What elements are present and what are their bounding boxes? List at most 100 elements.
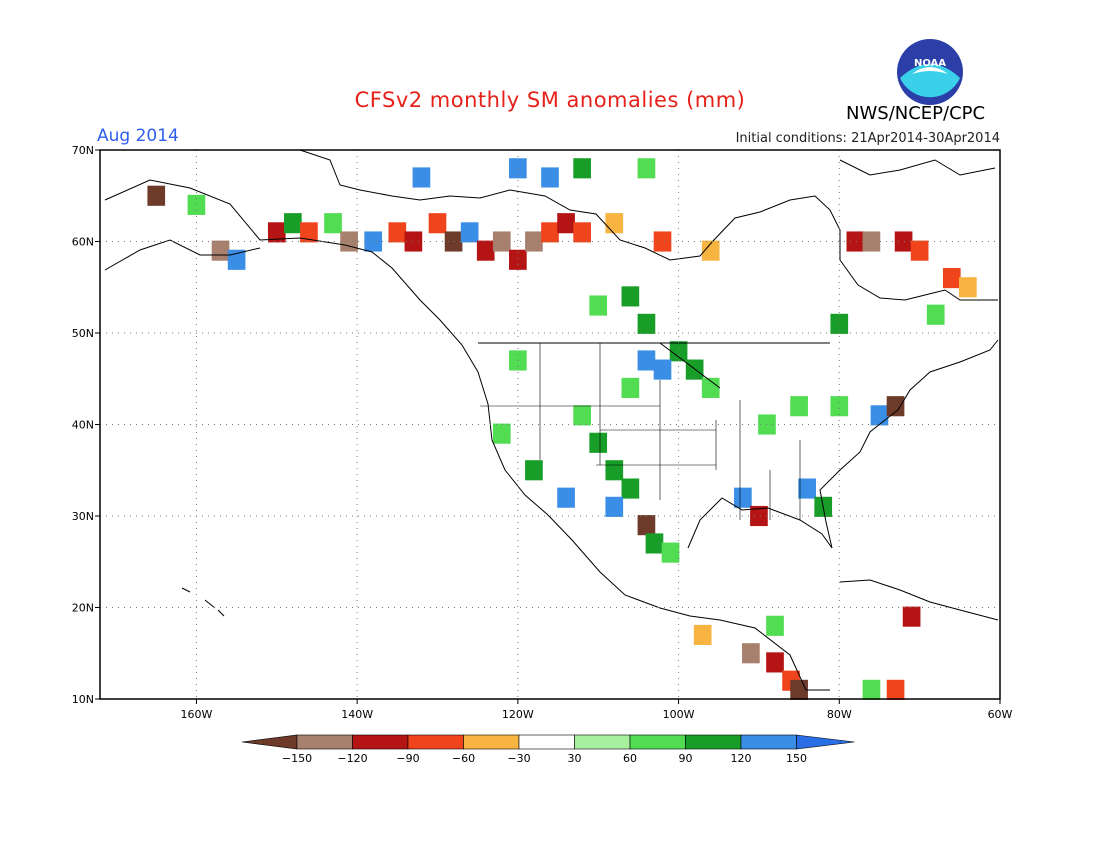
- anomaly-cell: [830, 396, 849, 417]
- anomaly-cell: [605, 496, 624, 517]
- lat-tick-label: 50N: [72, 327, 94, 340]
- anomaly-cell: [509, 249, 527, 270]
- anomaly-cell: [412, 167, 431, 188]
- anomaly-cell: [621, 377, 640, 398]
- lon-tick-label: 140W: [341, 708, 373, 721]
- anomaly-cell: [573, 405, 591, 426]
- anomaly-cell: [959, 277, 977, 298]
- anomaly-cell: [525, 460, 543, 481]
- anomaly-cell: [790, 396, 808, 417]
- anomaly-cell: [846, 231, 865, 252]
- anomaly-cell: [557, 487, 575, 508]
- lon-tick-label: 100W: [663, 708, 695, 721]
- colorbar-label: 120: [731, 752, 752, 765]
- colorbar-label: −120: [337, 752, 367, 765]
- colorbar-swatch: [352, 734, 409, 750]
- anomaly-cell: [324, 213, 342, 234]
- anomaly-cell: [862, 679, 881, 700]
- colorbar-arrow-high: [796, 734, 855, 750]
- colorbar-label: 30: [568, 752, 582, 765]
- anomaly-cell: [605, 213, 624, 234]
- logo-text: NOAA: [914, 58, 946, 69]
- north-america-outline: [104, 149, 999, 691]
- anomaly-cell: [886, 679, 905, 700]
- anomaly-cell: [942, 268, 961, 289]
- organization-label: NWS/NCEP/CPC: [846, 103, 986, 124]
- anomaly-cell: [621, 478, 640, 499]
- anomaly-cell: [340, 231, 358, 252]
- anomaly-cell: [637, 313, 656, 334]
- anomaly-cell: [573, 158, 591, 179]
- hawaii: [181, 587, 225, 617]
- noaa-logo: NOAA: [892, 38, 968, 110]
- alaska-coast: [104, 239, 261, 271]
- anomaly-cell: [444, 231, 463, 252]
- anomaly-cell: [661, 542, 680, 563]
- lon-tick-label: 60W: [988, 708, 1013, 721]
- coastlines: [104, 149, 999, 691]
- anomaly-cell: [476, 240, 495, 261]
- anomaly-cell: [460, 222, 479, 243]
- anomaly-cell: [750, 505, 768, 527]
- anomaly-cell: [541, 167, 559, 188]
- lat-tick-label: 20N: [72, 602, 94, 615]
- colorbar-label: −30: [507, 752, 530, 765]
- anomaly-cell: [227, 249, 246, 270]
- colorbar-swatch: [463, 734, 520, 750]
- anomaly-cell: [525, 231, 543, 252]
- lon-tick-label: 160W: [180, 708, 212, 721]
- colorbar-label: −60: [452, 752, 475, 765]
- anomaly-cell: [701, 240, 720, 261]
- lat-tick-label: 60N: [72, 236, 94, 249]
- anomaly-cell: [798, 478, 816, 499]
- us-border: [478, 342, 830, 389]
- anomaly-cell: [653, 359, 672, 380]
- lat-tick-label: 70N: [72, 144, 94, 157]
- colorbar: −150 −120 −90 −60 −30 30 60 90 120 150: [241, 734, 855, 765]
- anomaly-cell: [790, 679, 808, 700]
- colorbar-swatch: [574, 734, 631, 750]
- anomaly-cell: [645, 533, 664, 554]
- anomaly-cell: [541, 222, 559, 243]
- colorbar-swatch: [629, 734, 686, 750]
- anomaly-cell: [734, 487, 752, 508]
- anomaly-cell: [637, 515, 656, 536]
- colorbar-swatch: [685, 734, 742, 750]
- anomaly-cell: [894, 231, 913, 252]
- anomaly-cell: [637, 158, 656, 179]
- colorbar-swatch: [518, 734, 575, 750]
- anomaly-cell: [862, 231, 881, 252]
- colorbar-label: −90: [396, 752, 419, 765]
- anomaly-cell: [621, 286, 640, 307]
- lon-tick-label: 120W: [502, 708, 534, 721]
- anomaly-cell: [902, 606, 921, 627]
- valid-month: Aug 2014: [97, 126, 179, 146]
- anomaly-cell: [653, 231, 672, 252]
- greenland-coast: [839, 159, 996, 176]
- anomaly-cell: [428, 213, 447, 234]
- anomaly-cell: [573, 222, 591, 243]
- colorbar-arrow-low: [241, 734, 298, 750]
- anomaly-cell: [926, 304, 945, 325]
- anomaly-cell: [589, 432, 608, 453]
- anomaly-cell: [637, 350, 656, 371]
- anomaly-cell: [300, 222, 318, 243]
- anomaly-cell: [701, 377, 720, 398]
- anomaly-cell: [404, 231, 423, 252]
- anomaly-cell: [910, 240, 929, 261]
- anomaly-cell: [284, 213, 302, 234]
- colorbar-label: −150: [282, 752, 312, 765]
- anomaly-cell: [589, 295, 608, 316]
- anomaly-cell: [693, 624, 712, 646]
- lat-tick-label: 10N: [72, 693, 94, 706]
- anomaly-cell: [267, 222, 286, 243]
- colorbar-label: 90: [679, 752, 693, 765]
- anomaly-cell: [492, 423, 511, 444]
- anomaly-cell: [557, 213, 575, 234]
- anomaly-cell: [388, 222, 407, 243]
- colorbar-swatch: [740, 734, 797, 750]
- anomaly-cell: [211, 240, 230, 261]
- lat-tick-label: 30N: [72, 510, 94, 523]
- anomaly-cell: [147, 185, 166, 206]
- anomaly-cell: [364, 231, 383, 252]
